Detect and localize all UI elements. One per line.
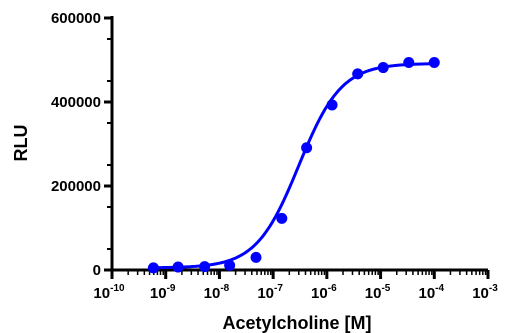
- x-tick-exponent: -5: [381, 283, 390, 294]
- data-points-layer: [147, 57, 440, 274]
- x-tick-exponent: -4: [435, 283, 444, 294]
- data-point: [377, 62, 389, 74]
- y-tick-label: 0: [93, 262, 101, 279]
- x-axis: 10-10 10-9 10-8 10-7 10-6 10-5 10-4 10-3: [93, 268, 498, 302]
- x-tick-base: 10: [150, 285, 167, 302]
- x-tick-label: 10-6: [311, 283, 337, 302]
- x-tick-label: 10-9: [150, 283, 176, 302]
- data-point: [301, 142, 313, 154]
- x-tick-exponent: -10: [110, 283, 125, 294]
- x-tick-base: 10: [472, 285, 489, 302]
- data-point: [352, 68, 364, 80]
- x-tick-base: 10: [204, 285, 221, 302]
- x-tick-exponent: -7: [274, 283, 283, 294]
- x-tick-label: 10-10: [93, 283, 125, 302]
- x-tick-exponent: -3: [489, 283, 498, 294]
- data-point: [199, 261, 211, 273]
- x-tick-label: 10-4: [418, 283, 444, 302]
- data-point: [172, 261, 184, 273]
- x-axis-title: Acetylcholine [M]: [222, 313, 371, 333]
- x-tick-base: 10: [365, 285, 382, 302]
- x-tick-base: 10: [311, 285, 328, 302]
- fit-curve-layer: [153, 62, 435, 270]
- y-tick-label: 600000: [51, 10, 101, 27]
- y-axis-title: RLU: [11, 125, 31, 162]
- data-point: [403, 57, 415, 69]
- y-tick-label: 200000: [51, 178, 101, 195]
- data-point: [250, 251, 262, 263]
- x-tick-base: 10: [257, 285, 274, 302]
- data-point: [276, 212, 288, 224]
- data-point: [224, 259, 236, 271]
- data-point: [428, 57, 440, 69]
- x-tick-label: 10-5: [365, 283, 391, 302]
- y-tick-label: 400000: [51, 94, 101, 111]
- x-tick-exponent: -6: [328, 283, 337, 294]
- fit-curve: [153, 62, 435, 270]
- x-tick-base: 10: [418, 285, 435, 302]
- x-tick-label: 10-7: [257, 283, 283, 302]
- x-tick-label: 10-8: [204, 283, 230, 302]
- data-point: [147, 262, 159, 274]
- x-tick-exponent: -8: [220, 283, 229, 294]
- x-tick-label: 10-3: [472, 283, 498, 302]
- data-point: [326, 99, 338, 111]
- y-axis: 0 200000 400000 600000: [51, 10, 114, 279]
- x-tick-base: 10: [93, 285, 110, 302]
- x-tick-exponent: -9: [167, 283, 176, 294]
